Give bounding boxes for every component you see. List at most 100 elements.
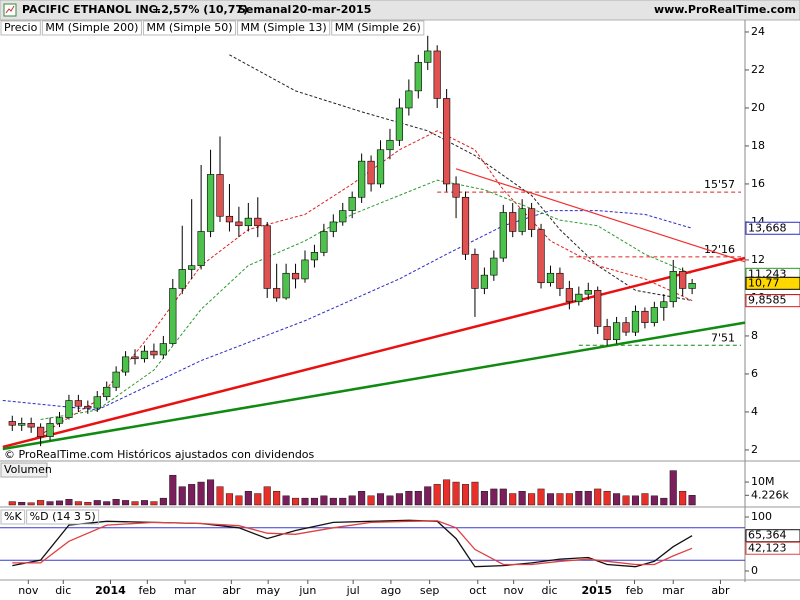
volume-bar: [537, 488, 545, 506]
volume-bar: [273, 491, 281, 506]
candle-body: [612, 322, 621, 341]
volume-bar: [8, 501, 16, 506]
candle-body: [650, 307, 658, 323]
volume-bar: [320, 495, 328, 506]
volume-bar: [46, 501, 54, 506]
candle-body: [679, 271, 687, 289]
x-tick-label: 2015: [581, 584, 612, 597]
value-label-box: [745, 276, 800, 290]
volume-bar: [688, 495, 696, 506]
candle-body: [65, 400, 73, 418]
value-label-box: [745, 221, 800, 235]
panel-legend: %K: [4, 510, 22, 523]
change: +2,57% (10,77): [152, 3, 248, 16]
volume-title: Volumen: [4, 463, 52, 476]
candle-body: [386, 139, 394, 151]
x-tick-label: mar: [174, 584, 196, 597]
level-label: 15'57: [704, 178, 735, 191]
value-label-box: [745, 529, 800, 543]
y-tick-label: 18: [751, 139, 765, 152]
volume-bar: [499, 488, 507, 506]
candle-body: [216, 174, 224, 217]
candle-body: [273, 288, 281, 299]
volume-bar: [140, 500, 148, 506]
value-label: 13,668: [748, 221, 787, 234]
candle-body: [320, 231, 328, 253]
candle-body: [367, 160, 375, 185]
candle-body: [669, 271, 677, 303]
volume-bar: [414, 491, 422, 506]
volume-bar: [650, 495, 658, 506]
y-tick-label: 10M: [751, 475, 775, 488]
candle-body: [414, 62, 422, 92]
level-label: 7'51: [711, 331, 735, 344]
candle-body: [405, 90, 413, 109]
candle-body: [74, 400, 82, 407]
volume-bar: [603, 491, 611, 506]
y-tick-label: 22: [751, 63, 765, 76]
x-tick-label: jun: [298, 584, 316, 597]
x-tick-label: dic: [55, 584, 71, 597]
candle-body: [46, 423, 54, 437]
candle-body: [358, 160, 366, 198]
candle-body: [622, 322, 630, 333]
candle-body: [395, 107, 404, 141]
volume-bar: [490, 488, 498, 506]
volume-bar: [37, 500, 45, 506]
candle-body: [471, 253, 479, 289]
candle-body: [490, 257, 498, 276]
volume-bar: [310, 497, 318, 506]
volume-bar: [159, 497, 167, 506]
candle-body: [282, 272, 290, 299]
volume-bar: [556, 493, 564, 506]
volume-bar: [131, 501, 139, 506]
header: PACIFIC ETHANOL INC. +2,57% (10,77) Sema…: [0, 0, 800, 21]
volume-bar: [424, 486, 432, 506]
volume-bar: [358, 491, 366, 506]
volume-bar: [480, 491, 488, 506]
volume-bar: [546, 493, 554, 506]
x-tick-label: sep: [420, 584, 439, 597]
candle-body: [660, 301, 668, 308]
volume-bar: [207, 479, 215, 506]
x-tick-label: nov: [504, 584, 525, 597]
volume-bar: [188, 484, 196, 506]
candle-body: [433, 50, 441, 99]
value-label-box: [745, 541, 800, 555]
candle-body: [301, 259, 309, 280]
candle-body: [339, 210, 347, 223]
candle-body: [131, 356, 139, 360]
candle-body: [291, 272, 300, 280]
volume-bar: [528, 493, 536, 506]
volume-bar: [669, 470, 677, 506]
moving-average: [2, 210, 693, 411]
x-tick-label: jul: [346, 584, 360, 597]
candle-body: [556, 272, 564, 289]
x-tick-label: nov: [18, 584, 39, 597]
volume-bar: [471, 481, 479, 506]
candle-body: [348, 196, 356, 211]
candle-body: [244, 217, 252, 227]
y-tick-label: 8: [751, 329, 758, 342]
candle-body: [188, 265, 196, 270]
y-tick-label: 2: [751, 443, 758, 456]
volume-bar: [225, 493, 233, 506]
legend-entry: MM (Simple 200): [45, 21, 138, 34]
volume-bar: [377, 493, 385, 506]
candle-body: [36, 426, 45, 437]
candle-body: [688, 283, 696, 289]
volume-bar: [631, 495, 639, 506]
legend-box: [41, 20, 142, 36]
moving-average: [40, 179, 693, 420]
volume-bar: [518, 491, 526, 506]
x-tick-label: 2014: [95, 584, 126, 597]
x-tick-label: abr: [711, 584, 730, 597]
volume-bar: [405, 491, 413, 506]
candle-body: [376, 149, 385, 185]
trendline: [455, 168, 746, 263]
candle-body: [575, 293, 583, 303]
candle-body: [452, 183, 460, 198]
